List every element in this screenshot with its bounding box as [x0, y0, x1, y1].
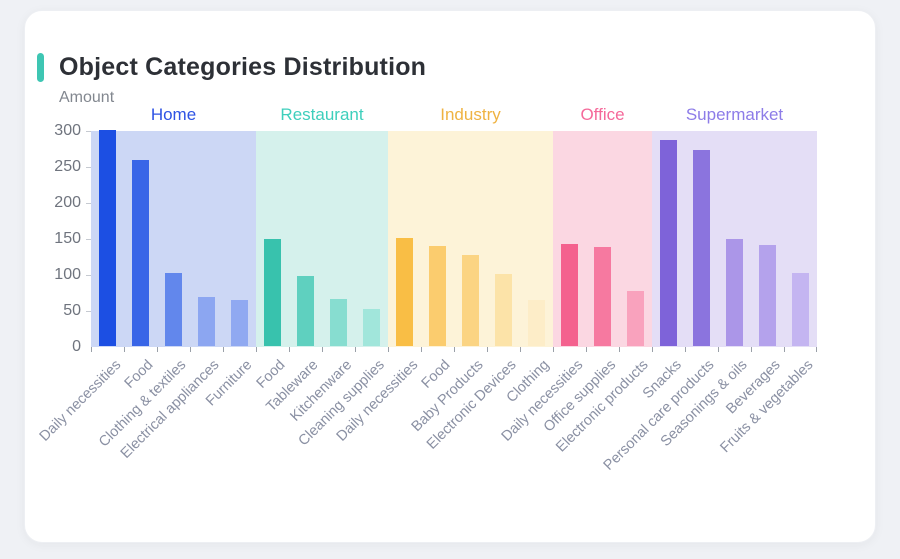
- x-axis-tick: [190, 347, 191, 352]
- bar-restaurant-tableware[interactable]: [297, 276, 314, 346]
- title-accent-bar: [37, 52, 44, 82]
- y-tick-label-50: 50: [63, 302, 81, 319]
- x-axis-tick-labels: Daily necessities Food Clothing & textiles…: [36, 357, 817, 517]
- bar-industry-daily-necessities[interactable]: [396, 238, 413, 346]
- chart-card: Object Categories Distribution Amount Ho…: [24, 10, 876, 543]
- x-axis-tick: [421, 347, 422, 352]
- x-axis-tick: [157, 347, 158, 352]
- bar-supermarket-snacks[interactable]: [660, 140, 677, 346]
- x-axis-tick: [751, 347, 752, 352]
- bar-industry-electronic-devices[interactable]: [495, 274, 512, 346]
- x-axis-tick: [256, 347, 257, 352]
- y-tick-label-200: 200: [54, 194, 81, 211]
- group-label-home: Home: [150, 105, 197, 124]
- bar-home-furniture[interactable]: [231, 299, 248, 346]
- y-axis-tick: [86, 275, 91, 276]
- card-header: Object Categories Distribution: [37, 51, 426, 83]
- bar-office-electronic-products[interactable]: [627, 291, 644, 346]
- y-tick-label-250: 250: [54, 158, 81, 175]
- y-axis-tick: [86, 239, 91, 240]
- x-axis-tick: [553, 347, 554, 352]
- group-label-supermarket: Supermarket: [685, 105, 784, 124]
- x-axis-tick: [289, 347, 290, 352]
- y-tick-label-300: 300: [54, 122, 81, 139]
- x-axis-tick: [91, 347, 92, 352]
- x-axis-tick: [487, 347, 488, 352]
- bar-restaurant-food[interactable]: [264, 239, 281, 346]
- bar-office-daily-necessities[interactable]: [561, 243, 578, 346]
- x-axis-tick: [586, 347, 587, 352]
- x-axis-tick: [322, 347, 323, 352]
- y-axis-tick-labels: 0 50 100 150 200 250 300: [25, 122, 81, 355]
- x-axis-tick: [124, 347, 125, 352]
- x-axis-tick: [718, 347, 719, 352]
- bar-supermarket-personal-care-products[interactable]: [693, 150, 710, 346]
- bar-restaurant-cleaning-supplies[interactable]: [363, 309, 380, 346]
- bar-chart: Amount Home Restaurant Industry Office Super…: [25, 11, 877, 544]
- x-axis-tick: [454, 347, 455, 352]
- y-axis-tick: [86, 131, 91, 132]
- bar-home-food[interactable]: [132, 160, 149, 346]
- bar-supermarket-fruits-vegetables[interactable]: [792, 272, 809, 346]
- x-axis-tick: [520, 347, 521, 352]
- bar-supermarket-seasonings-oils[interactable]: [726, 239, 743, 346]
- bar-industry-clothing[interactable]: [528, 299, 545, 346]
- bar-home-electrical-appliances[interactable]: [198, 297, 215, 346]
- bar-industry-baby-products[interactable]: [462, 255, 479, 346]
- y-tick-label-150: 150: [54, 230, 81, 247]
- x-axis-tick: [685, 347, 686, 352]
- y-tick-label-100: 100: [54, 266, 81, 283]
- bar-industry-food[interactable]: [429, 245, 446, 346]
- group-label-office: Office: [580, 105, 625, 124]
- group-label-industry: Industry: [440, 105, 501, 124]
- y-axis-tick: [86, 167, 91, 168]
- x-axis-tick: [816, 347, 817, 352]
- x-axis-tick: [355, 347, 356, 352]
- x-axis-tick: [223, 347, 224, 352]
- page-title: Object Categories Distribution: [59, 52, 427, 81]
- y-axis-tick: [86, 311, 91, 312]
- bar-restaurant-kitchenware[interactable]: [330, 299, 347, 346]
- y-tick-label-0: 0: [72, 338, 81, 355]
- bar-office-office-supplies[interactable]: [594, 246, 611, 346]
- group-label-restaurant: Restaurant: [280, 105, 364, 124]
- x-axis-tick: [388, 347, 389, 352]
- x-axis-tick: [784, 347, 785, 352]
- y-axis-title: Amount: [59, 89, 115, 106]
- x-axis-tick: [619, 347, 620, 352]
- bar-home-daily-necessities[interactable]: [99, 130, 116, 346]
- bar-home-clothing-textiles[interactable]: [165, 272, 182, 346]
- y-axis-tick: [86, 203, 91, 204]
- bar-supermarket-beverages[interactable]: [759, 245, 776, 346]
- x-axis-tick: [652, 347, 653, 352]
- plot-area: [86, 130, 817, 352]
- group-labels-row: Home Restaurant Industry Office Supermarket: [91, 105, 817, 129]
